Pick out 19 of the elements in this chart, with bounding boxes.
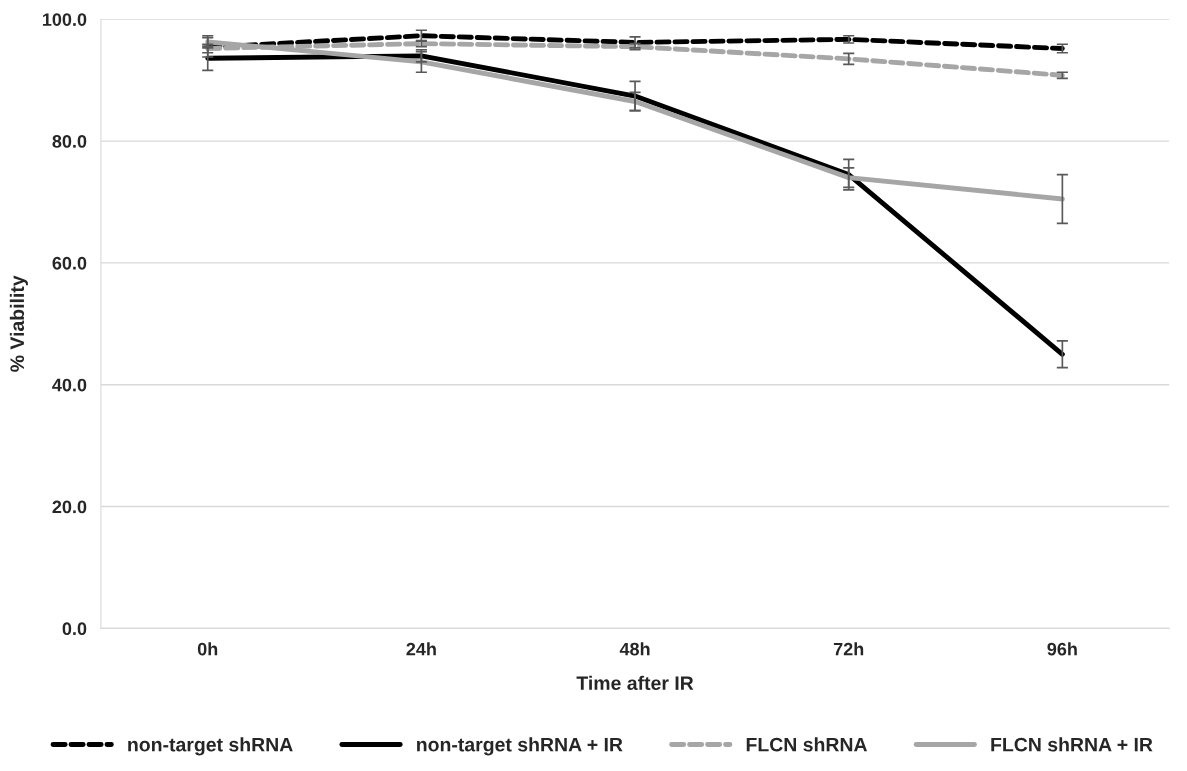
x-tick-label: 72h xyxy=(833,642,864,656)
y-tick-label: 20.0 xyxy=(52,500,87,514)
legend-label: FLCN shRNA xyxy=(746,737,868,752)
x-tick-label: 24h xyxy=(406,642,436,656)
y-tick-label: 80.0 xyxy=(52,135,87,148)
line-series xyxy=(205,53,1065,357)
y-tick-label: 100.0 xyxy=(42,13,87,26)
legend-label: non-target shRNA xyxy=(128,737,293,756)
y-tick-label: 60.0 xyxy=(52,256,87,270)
y-tick-label: 40.0 xyxy=(52,378,87,392)
x-tick-label: 0h xyxy=(197,642,218,656)
x-axis-title: Time after IR xyxy=(576,675,694,691)
legend-label: FLCN shRNA + IR xyxy=(991,737,1153,752)
x-tick-label: 96h xyxy=(1047,642,1077,656)
x-tick-label: 48h xyxy=(619,642,650,656)
y-axis-title: % Viability xyxy=(9,275,28,372)
y-tick-label: 0.0 xyxy=(62,622,87,636)
legend-label: non-target shRNA + IR xyxy=(417,737,623,756)
line-series xyxy=(205,39,1065,202)
